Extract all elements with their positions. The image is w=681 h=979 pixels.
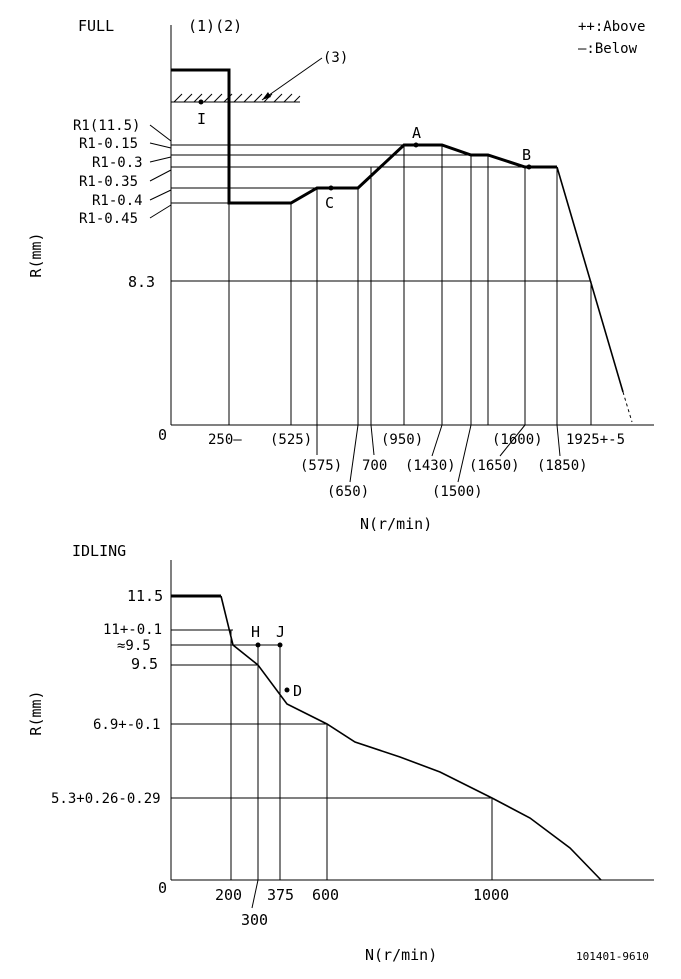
y-label-r1-0.4: R1-0.4 xyxy=(92,193,143,209)
point-c-marker xyxy=(328,185,334,191)
callout-3-arrow xyxy=(262,92,271,100)
x-label-650: (650) xyxy=(327,484,369,500)
full-header: (1)(2) xyxy=(188,17,242,35)
y-label-r1: R1(11.5) xyxy=(73,118,140,134)
idle-x-label-1000: 1000 xyxy=(473,886,509,904)
x-label-1430: (1430) xyxy=(405,458,456,474)
point-d-marker xyxy=(284,687,290,693)
x-label-575: (575) xyxy=(300,458,342,474)
legend-below: —:Below xyxy=(578,41,638,57)
y-label-8.3: 8.3 xyxy=(128,273,155,291)
full-chart: FULL (1)(2) ++:Above —:Below 0 R(mm) R1(… xyxy=(27,17,654,533)
point-d-label: D xyxy=(293,682,302,700)
point-c-label: C xyxy=(325,194,334,212)
x-label-700: 700 xyxy=(362,458,387,474)
leader-r1-0.45 xyxy=(149,204,172,219)
leader-1650 xyxy=(499,424,526,457)
leader-650 xyxy=(349,424,359,483)
idle-curve xyxy=(220,595,602,881)
point-a-marker xyxy=(413,142,419,148)
leader-700 xyxy=(370,424,375,456)
idle-x-label-300: 300 xyxy=(241,911,268,929)
leader-r1-0.4 xyxy=(149,189,172,201)
point-j-label: J xyxy=(276,623,285,641)
idle-x-label-600: 600 xyxy=(312,886,339,904)
point-b-marker xyxy=(526,164,532,170)
idle-y-label-11: 11+-0.1 xyxy=(103,622,162,638)
idle-x-label-375: 375 xyxy=(267,886,294,904)
full-curve-ramp xyxy=(290,187,318,204)
y-label-r1-0.35: R1-0.35 xyxy=(79,174,138,190)
x-label-950: (950) xyxy=(381,432,423,448)
leader-1430 xyxy=(431,424,443,457)
idle-leader-300 xyxy=(251,879,259,909)
legend-above: ++:Above xyxy=(578,19,645,35)
idle-y-label-11.5: 11.5 xyxy=(127,587,163,605)
y-label-r1-0.45: R1-0.45 xyxy=(79,211,138,227)
x-label-1650: (1650) xyxy=(469,458,520,474)
idling-y-axis-label: R(mm) xyxy=(27,690,45,735)
full-curve-droop xyxy=(556,166,624,393)
full-curve-droop-dashed xyxy=(622,391,633,423)
point-h-label: H xyxy=(251,623,260,641)
idle-x-label-200: 200 xyxy=(215,886,242,904)
x-label-1500: (1500) xyxy=(432,484,483,500)
idle-y-label-5.3: 5.3+0.26-0.29 xyxy=(51,791,161,807)
full-curve-thick xyxy=(171,68,557,205)
point-j-marker xyxy=(277,642,283,648)
idling-x-axis-label: N(r/min) xyxy=(365,946,437,964)
idling-title: IDLING xyxy=(72,542,126,560)
idle-y-label-6.9: 6.9+-0.1 xyxy=(93,717,160,733)
point-b-label: B xyxy=(522,146,531,164)
full-title: FULL xyxy=(78,17,114,35)
x-label-525: (525) xyxy=(270,432,312,448)
leader-1500 xyxy=(457,424,472,483)
point-i-marker xyxy=(198,99,204,105)
leader-r1-0.3 xyxy=(149,156,172,163)
x-label-1850: (1850) xyxy=(537,458,588,474)
drawing-number: 101401-9610 xyxy=(576,950,649,963)
point-i-label: I xyxy=(197,110,206,128)
y-label-r1-0.15: R1-0.15 xyxy=(79,136,138,152)
full-origin: 0 xyxy=(158,426,167,444)
callout-3: (3) xyxy=(323,50,348,66)
full-y-axis-label: R(mm) xyxy=(27,232,45,277)
x-label-1925: 1925+-5 xyxy=(566,432,625,448)
callout-3-leader xyxy=(261,57,323,101)
stop-hatching xyxy=(173,93,301,103)
point-a-label: A xyxy=(412,124,421,142)
leader-r1-0.35 xyxy=(149,169,172,182)
y-label-r1-0.3: R1-0.3 xyxy=(92,155,143,171)
idling-chart: IDLING 0 R(mm) H J D 11.5 11+-0.1 ≈9.5 9… xyxy=(27,542,654,964)
point-h-marker xyxy=(255,642,261,648)
full-x-axis-label: N(r/min) xyxy=(360,515,432,533)
leader-r1 xyxy=(149,124,172,142)
leader-r1-0.15 xyxy=(149,142,172,149)
x-label-250: 250— xyxy=(208,432,242,448)
idling-origin: 0 xyxy=(158,879,167,897)
x-label-1600: (1600) xyxy=(492,432,543,448)
idle-y-label-approx-9.5: ≈9.5 xyxy=(117,638,151,654)
leader-1850 xyxy=(556,424,561,457)
idle-y-label-9.5: 9.5 xyxy=(131,655,158,673)
